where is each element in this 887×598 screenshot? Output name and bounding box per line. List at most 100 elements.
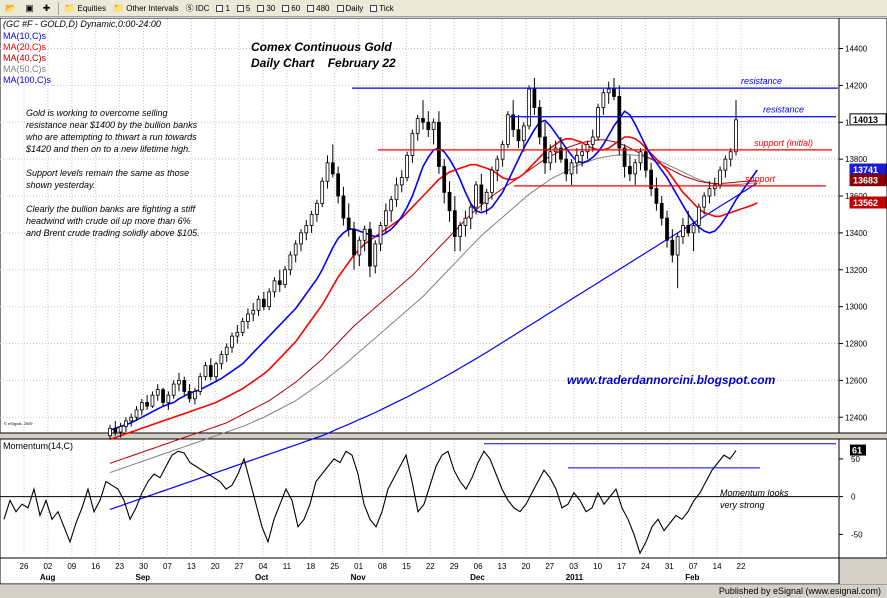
x-tick-label: 24 xyxy=(641,562,650,571)
x-month-label: Nov xyxy=(351,573,367,582)
candle xyxy=(728,148,733,167)
commentary-line: $1420 and then on to a new lifetime high… xyxy=(25,144,191,154)
commentary-line: Gold is working to overcome selling xyxy=(26,108,168,118)
svg-text:61: 61 xyxy=(852,446,862,456)
candle xyxy=(697,203,701,233)
momentum-header: Momentum(14,C) xyxy=(3,441,73,451)
momentum-tick-label: 50 xyxy=(851,455,860,464)
y-tick-label: 13000 xyxy=(845,303,868,312)
candle xyxy=(495,155,500,182)
candle xyxy=(277,269,282,292)
momentum-line xyxy=(3,450,737,555)
x-tick-label: 13 xyxy=(187,562,196,571)
candle xyxy=(118,422,123,438)
candle xyxy=(230,332,234,353)
price-tag: 14013 xyxy=(849,113,887,126)
blog-url: www.traderdannorcini.blogspot.com xyxy=(567,373,776,387)
circle-s-icon: Ⓢ xyxy=(185,3,194,13)
add-button[interactable]: ✚ xyxy=(40,1,56,16)
toolbar-separator xyxy=(58,1,60,15)
intervals-menu[interactable]: 📁 Other Intervals xyxy=(110,1,182,16)
interval-60-button[interactable]: 60 xyxy=(279,1,303,16)
idc-button[interactable]: Ⓢ IDC xyxy=(183,1,213,16)
x-tick-label: 04 xyxy=(259,562,268,571)
plus-icon: ✚ xyxy=(42,2,51,13)
candle xyxy=(723,155,728,178)
x-tick-label: 31 xyxy=(665,562,674,571)
candle xyxy=(155,384,160,401)
candle xyxy=(134,406,139,421)
candle xyxy=(219,350,224,370)
price-axis: 12400 12600 12800 13000 13200 13400 13600 13800… xyxy=(839,45,887,422)
x-tick-label: 15 xyxy=(402,562,411,571)
candle xyxy=(389,196,394,222)
open-folder-button[interactable]: 📂 xyxy=(2,1,21,16)
footer-text: Published by eSignal (www.esignal.com) xyxy=(718,586,881,596)
candle xyxy=(569,159,574,185)
candle xyxy=(649,162,653,196)
candle xyxy=(224,343,229,362)
legend-entry: MA(40,C)s xyxy=(3,53,47,63)
price-tag: 13741 xyxy=(849,163,887,176)
candle xyxy=(373,240,378,274)
legend-entry: MA(100,C)s xyxy=(3,75,52,85)
chart-subtitle: Daily Chart February 22 xyxy=(251,56,396,70)
folder-icon: 📁 xyxy=(112,2,125,13)
interval-5-button[interactable]: 5 xyxy=(234,1,253,16)
x-tick-label: 06 xyxy=(474,562,483,571)
candle xyxy=(633,159,638,185)
candle xyxy=(272,277,277,298)
interval-30-button[interactable]: 30 xyxy=(254,1,278,16)
candle xyxy=(654,177,659,211)
candle xyxy=(670,229,675,263)
candle xyxy=(139,398,144,416)
legend-entry: MA(20,C)s xyxy=(3,42,47,52)
x-tick-label: 02 xyxy=(43,562,52,571)
momentum-note-2: very strong xyxy=(720,500,765,510)
candle xyxy=(516,114,521,149)
candle xyxy=(362,225,367,252)
candle xyxy=(527,85,531,130)
interval-daily-button[interactable]: Daily xyxy=(334,1,367,16)
candle xyxy=(256,295,261,316)
x-month-label: Feb xyxy=(685,573,699,582)
candle xyxy=(437,111,441,174)
candle xyxy=(299,229,303,252)
candle xyxy=(177,373,181,392)
candle xyxy=(410,129,415,163)
save-button[interactable]: ▣ xyxy=(22,1,39,16)
date-axis-pane xyxy=(0,557,840,584)
interval-5-label: 5 xyxy=(245,3,251,13)
candle xyxy=(474,181,478,215)
candle xyxy=(718,166,722,189)
commentary-line: headwind with crude oil up more than 6% xyxy=(26,216,191,226)
candle xyxy=(203,361,208,381)
interval-tick-button[interactable]: Tick xyxy=(367,1,396,16)
chart-title: Comex Continuous Gold xyxy=(251,40,392,54)
candle xyxy=(702,192,707,215)
candle xyxy=(564,148,569,182)
x-tick-label: 30 xyxy=(139,562,148,571)
candle xyxy=(659,196,664,226)
interval-480-button[interactable]: 480 xyxy=(304,1,332,16)
candle xyxy=(304,219,309,241)
x-month-label: Oct xyxy=(255,573,269,582)
intervals-label: Other Intervals xyxy=(126,3,179,13)
x-tick-label: 26 xyxy=(20,562,29,571)
checkbox-icon xyxy=(257,4,265,12)
candle xyxy=(320,177,325,208)
checkbox-icon xyxy=(282,4,290,12)
candle xyxy=(352,221,356,270)
candle xyxy=(707,181,712,204)
equities-menu[interactable]: 📁 Equities xyxy=(61,1,109,16)
candle xyxy=(293,240,298,263)
toolbar: 📂 ▣ ✚ 📁 Equities 📁 Other Intervals Ⓢ IDC 1 … xyxy=(0,0,887,17)
candle xyxy=(601,89,606,115)
candle xyxy=(187,384,192,403)
checkbox-icon xyxy=(236,4,244,12)
interval-1-button[interactable]: 1 xyxy=(213,1,232,16)
interval-tick-label: Tick xyxy=(379,3,394,13)
candle xyxy=(198,373,203,396)
candle xyxy=(336,166,340,204)
x-tick-label: 29 xyxy=(450,562,459,571)
